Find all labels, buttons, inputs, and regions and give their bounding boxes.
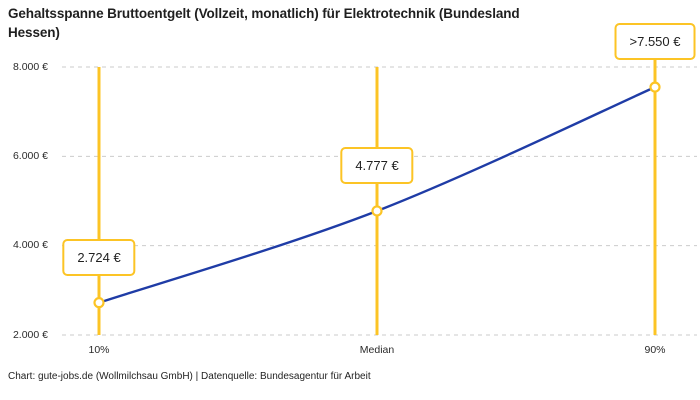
y-tick-label-2000: 2.000 € xyxy=(12,329,48,341)
y-tick-label-6000: 6.000 € xyxy=(12,150,48,162)
x-tick-label-median: Median xyxy=(359,344,395,356)
x-tick-label-10pct: 10% xyxy=(88,344,110,356)
chart-title: Gehaltsspanne Bruttoentgelt (Vollzeit, m… xyxy=(8,6,520,40)
y-tick-label-8000: 8.000 € xyxy=(12,61,48,73)
data-point-marker xyxy=(93,297,105,309)
data-point-marker xyxy=(649,81,661,93)
y-tick-label-4000: 4.000 € xyxy=(12,239,48,251)
value-label-box-90pct: >7.550 € xyxy=(614,23,696,61)
value-label-box-10pct: 2.724 € xyxy=(62,238,136,276)
x-tick-label-90pct: 90% xyxy=(644,344,666,356)
chart-footer-source: Chart: gute-jobs.de (Wollmilchsau GmbH) … xyxy=(8,371,371,382)
data-point-marker xyxy=(371,205,383,217)
value-label-box-median: 4.777 € xyxy=(340,146,414,184)
